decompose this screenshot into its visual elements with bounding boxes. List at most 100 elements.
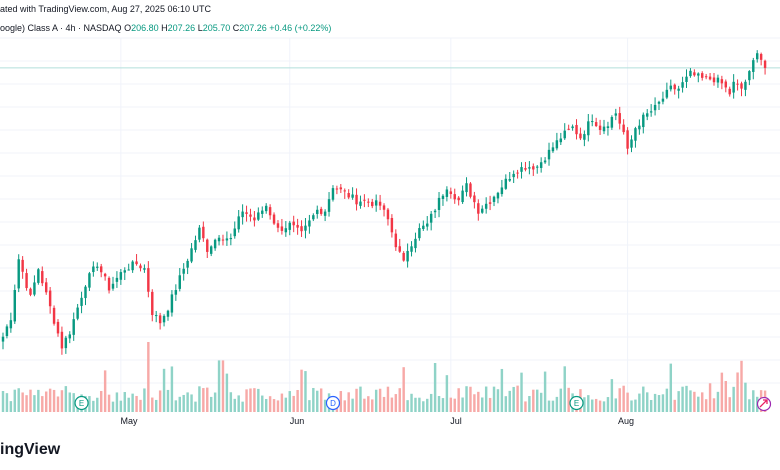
candle-body xyxy=(626,130,629,149)
candle-body xyxy=(724,81,728,88)
volume-bar xyxy=(158,390,162,412)
candle-body xyxy=(426,223,429,227)
symbol-legend: oogle) Class A · 4h · NASDAQ O206.80 H20… xyxy=(0,23,331,33)
volume-bar xyxy=(543,371,547,412)
volume-bar xyxy=(657,395,661,412)
candle-body xyxy=(9,320,13,329)
volume-bar xyxy=(437,396,441,412)
volume-bar xyxy=(229,392,233,412)
volume-bar xyxy=(249,388,252,412)
candle-body xyxy=(555,140,559,149)
volume-bar xyxy=(414,397,417,412)
volume-bar xyxy=(583,397,586,412)
volume-bar xyxy=(661,394,665,412)
candle-body xyxy=(638,125,641,130)
candle-body xyxy=(76,307,79,319)
candle-body xyxy=(339,187,343,190)
volume-bar xyxy=(371,399,374,412)
candle-body xyxy=(5,326,9,337)
candle-body xyxy=(685,76,688,82)
volume-bar xyxy=(56,396,60,412)
volume-bar xyxy=(665,388,669,412)
candle-body xyxy=(162,315,166,323)
volume-bar xyxy=(147,342,150,412)
volume-bar xyxy=(280,393,284,412)
x-tick-jun: Jun xyxy=(289,416,305,426)
candle-body xyxy=(716,77,720,83)
volume-bar xyxy=(1,391,5,412)
volume-bar xyxy=(96,397,99,412)
volume-bar xyxy=(351,398,354,412)
volume-bar xyxy=(638,393,641,412)
published-text: ated with TradingView.com, Aug 27, 2025 … xyxy=(0,4,211,14)
candle-body xyxy=(567,128,570,130)
candle-body xyxy=(418,228,421,239)
volume-bar xyxy=(744,382,747,412)
candle-body xyxy=(504,178,508,189)
volume-bar xyxy=(461,397,464,412)
earnings-icon xyxy=(569,395,584,411)
volume-bar xyxy=(202,388,205,412)
volume-bar xyxy=(732,386,735,412)
close-value: 207.26 xyxy=(239,23,267,33)
dividend-icon xyxy=(325,395,341,411)
candle-body xyxy=(704,76,708,78)
candle-body xyxy=(382,205,386,210)
candle-body xyxy=(410,246,413,252)
candle-body xyxy=(477,203,480,214)
volume-bar xyxy=(649,399,653,412)
volume-bar xyxy=(17,388,20,412)
candle-body xyxy=(614,113,618,116)
candle-body xyxy=(80,297,83,306)
candle-body xyxy=(571,126,574,129)
volume-bar xyxy=(288,391,291,412)
volume-bar xyxy=(170,366,174,412)
candle-body xyxy=(343,190,346,192)
candle-body xyxy=(461,190,464,203)
candle-body xyxy=(732,81,735,93)
volume-bar xyxy=(528,396,531,412)
volume-bar xyxy=(697,396,700,412)
candle-body xyxy=(677,88,680,91)
x-tick-may: May xyxy=(120,416,138,426)
candle-body xyxy=(29,288,32,295)
candle-body xyxy=(598,125,602,130)
candle-body xyxy=(209,246,213,254)
candle-body xyxy=(681,82,684,88)
candle-body xyxy=(233,228,236,237)
candle-body xyxy=(147,268,150,292)
candle-body xyxy=(492,196,496,202)
volume-bar xyxy=(60,390,64,412)
candle-body xyxy=(272,214,276,224)
volume-bar xyxy=(484,386,488,412)
candle-body xyxy=(508,178,511,181)
volume-bar xyxy=(496,389,500,412)
volume-bar xyxy=(33,395,36,412)
volume-bar xyxy=(602,401,606,412)
candle-body xyxy=(119,272,123,280)
candle-body xyxy=(300,226,303,232)
candle-body xyxy=(374,200,378,206)
volume-bar xyxy=(257,388,260,412)
candle-body xyxy=(591,121,594,123)
volume-bar xyxy=(508,390,511,412)
candle-body xyxy=(763,60,767,68)
volume-bar xyxy=(292,395,295,412)
volume-bar xyxy=(598,400,602,412)
candle-body xyxy=(84,286,87,299)
candle-body xyxy=(351,194,354,198)
candle-body xyxy=(630,139,633,148)
candle-body xyxy=(402,252,405,261)
volume-bar xyxy=(206,387,209,412)
published-note: ated with TradingView.com, Aug 27, 2025 … xyxy=(0,4,211,14)
candle-body xyxy=(123,270,126,273)
candle-body xyxy=(347,193,350,198)
candle-body xyxy=(72,319,75,335)
volume-bar xyxy=(316,390,319,412)
volume-bar xyxy=(532,389,535,412)
volume-bar xyxy=(154,399,158,412)
volume-bar xyxy=(500,368,504,412)
candle-body xyxy=(17,259,20,289)
volume-bar xyxy=(268,396,272,412)
